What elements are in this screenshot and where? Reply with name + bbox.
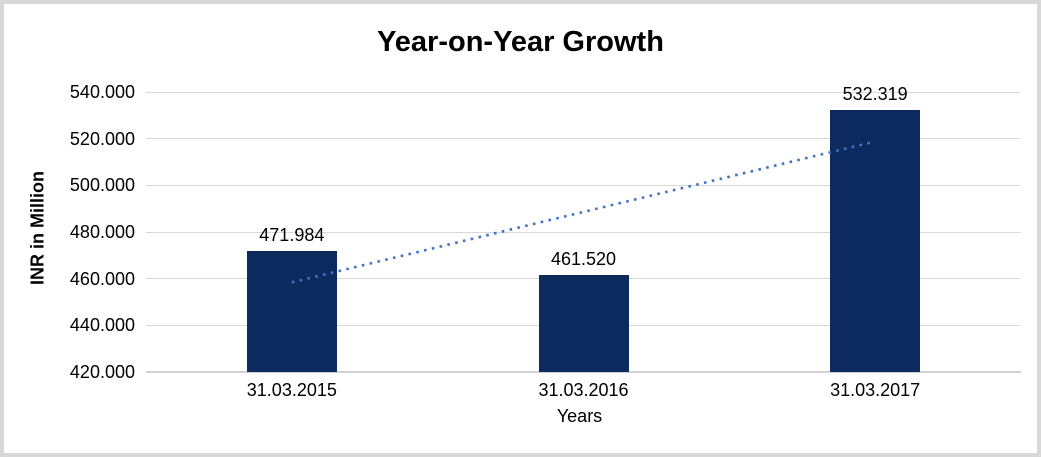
- x-tick-label: 31.03.2016: [538, 380, 629, 400]
- y-tick-label: 480.000: [69, 222, 135, 242]
- gridline: [146, 184, 1021, 186]
- y-tick-label: 460.000: [69, 268, 135, 289]
- gridline: [146, 138, 1021, 140]
- bar-31.03.2017: [830, 109, 921, 372]
- y-tick-label: 520.000: [69, 128, 135, 149]
- y-tick-label: 500.000: [69, 175, 135, 196]
- x-tick-label: 31.03.2017: [830, 380, 921, 400]
- gridline: [146, 231, 1021, 233]
- y-tick-label: 420.000: [69, 362, 135, 382]
- chart-title: Year-on-Year Growth: [377, 26, 664, 58]
- bar-31.03.2015: [246, 250, 337, 372]
- gridline: [146, 91, 1021, 93]
- x-tick-label: 31.03.2015: [246, 380, 337, 400]
- data-label: 532.319: [842, 83, 908, 104]
- x-axis-title: Years: [556, 406, 603, 426]
- trendline: [291, 140, 876, 284]
- data-label: 471.984: [259, 224, 325, 245]
- y-tick-label: 440.000: [69, 315, 135, 336]
- data-label: 461.520: [550, 249, 617, 270]
- gridline: [146, 371, 1021, 373]
- bar-31.03.2016: [538, 275, 629, 372]
- y-tick-label: 540.000: [69, 82, 135, 102]
